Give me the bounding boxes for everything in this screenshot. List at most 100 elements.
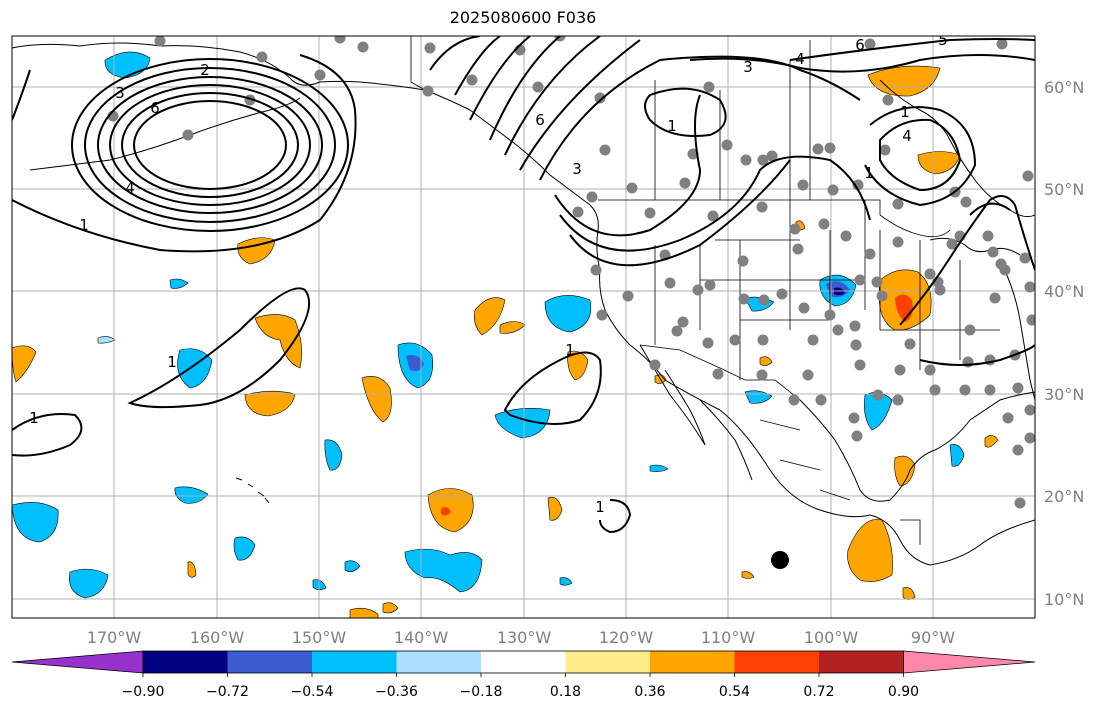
colorbar-tick-label: 0.54 xyxy=(719,684,750,700)
station-dot xyxy=(851,430,863,442)
station-dot xyxy=(852,179,864,191)
station-dot xyxy=(644,207,656,219)
station-dot xyxy=(854,359,866,371)
station-dot xyxy=(1024,281,1035,293)
contour-label: 3 xyxy=(572,160,582,178)
contour-line xyxy=(539,55,861,181)
latitude-label: 60°N xyxy=(1044,78,1084,97)
station-dot xyxy=(334,36,346,44)
contour-labels: 1 2 3 4 6 1 6 1 3 4 6 5 1 1 1 1 1 4 3 xyxy=(29,36,948,516)
positive-anomaly xyxy=(244,390,296,417)
positive-anomaly xyxy=(12,345,37,383)
station-dot xyxy=(946,238,958,250)
negative-anomaly xyxy=(177,348,213,389)
station-dot xyxy=(586,191,598,203)
station-dot xyxy=(692,284,704,296)
contour-line xyxy=(109,84,311,206)
station-dot xyxy=(422,85,434,97)
colorbar-tick-label: −0.18 xyxy=(460,684,503,700)
positive-anomaly xyxy=(254,314,302,369)
colorbar-segment xyxy=(481,651,566,673)
contour-line xyxy=(12,54,357,253)
station-dot xyxy=(872,389,884,401)
station-dot xyxy=(596,309,608,321)
positive-anomaly xyxy=(867,65,941,97)
station-dot xyxy=(776,288,788,300)
station-dot xyxy=(959,384,971,396)
longitude-label: 90°W xyxy=(911,628,955,647)
colorbar-tick-label: −0.54 xyxy=(291,684,334,700)
longitude-labels: 170°W 160°W 150°W 140°W 130°W 120°W 110°W 100°W… xyxy=(87,628,955,647)
colorbar-segment xyxy=(819,651,904,673)
station-dot xyxy=(1002,412,1014,424)
negative-anomaly xyxy=(649,464,669,472)
station-dot xyxy=(532,81,544,93)
station-dot xyxy=(757,154,769,166)
coastline-gulf-of-california xyxy=(699,399,753,481)
contour-label: 4 xyxy=(125,179,135,197)
negative-anomaly xyxy=(344,560,361,573)
station-dot xyxy=(815,394,827,406)
station-dot xyxy=(1022,170,1034,182)
positive-anomaly xyxy=(547,496,563,521)
colorbar-segment xyxy=(565,651,651,673)
station-dot xyxy=(789,223,801,235)
station-dot xyxy=(721,139,733,151)
coastline-east xyxy=(999,259,1035,401)
coastline-great-lakes xyxy=(929,237,1021,256)
contour-line xyxy=(97,76,323,214)
positive-anomaly xyxy=(382,602,399,614)
negative-anomaly xyxy=(494,408,551,439)
positive-anomaly xyxy=(441,507,451,516)
longitude-label: 100°W xyxy=(804,628,859,647)
station-dot xyxy=(964,324,976,336)
colorbar-tick-label: −0.36 xyxy=(375,684,418,700)
contour-label: 6 xyxy=(855,36,865,54)
longitude-label: 170°W xyxy=(87,628,142,647)
station-dot xyxy=(622,290,634,302)
colorbar-segment xyxy=(143,651,228,673)
station-dot xyxy=(1019,252,1031,264)
contour-line xyxy=(503,351,602,425)
station-dot xyxy=(929,384,941,396)
map-frame xyxy=(11,35,1036,619)
negative-anomaly xyxy=(104,51,151,79)
colorbar-segment xyxy=(227,651,313,673)
station-dot xyxy=(792,243,804,255)
contour-line xyxy=(599,499,632,534)
negative-anomaly xyxy=(404,548,483,593)
contour-label: 4 xyxy=(902,127,912,145)
contour-label: 3 xyxy=(115,84,125,102)
colorbar-segment xyxy=(734,651,820,673)
contour-line xyxy=(84,67,336,223)
station-dot xyxy=(892,198,904,210)
station-dot xyxy=(934,284,946,296)
coastline-baja xyxy=(639,344,706,446)
latitude-label: 20°N xyxy=(1044,487,1084,506)
colorbar-extend-min xyxy=(11,650,144,674)
station-dot xyxy=(766,150,778,162)
contour-line xyxy=(879,118,962,192)
station-dot xyxy=(832,324,844,336)
colorbar-tick-label: 0.72 xyxy=(803,684,834,700)
storm-marker xyxy=(771,551,789,569)
station-dot xyxy=(788,394,800,406)
longitude-label: 150°W xyxy=(292,628,347,647)
border-canadian-provinces xyxy=(654,40,811,200)
station-dot xyxy=(987,246,999,258)
station-dot xyxy=(982,230,994,242)
colorbar-segment xyxy=(312,651,397,673)
contour-line xyxy=(429,36,641,171)
contour-label: 1 xyxy=(79,216,89,234)
station-dot xyxy=(1024,404,1035,416)
station-dot xyxy=(712,368,724,380)
positive-anomaly xyxy=(237,237,276,265)
contour-line xyxy=(127,287,311,409)
colorbar-segment xyxy=(396,651,482,673)
positive-anomaly xyxy=(984,435,999,448)
station-dot xyxy=(357,41,369,53)
station-dot xyxy=(687,148,699,160)
contour-label: 2 xyxy=(200,61,210,79)
colorbar-tick-label: −0.72 xyxy=(206,684,249,700)
contour-line xyxy=(689,54,1035,73)
